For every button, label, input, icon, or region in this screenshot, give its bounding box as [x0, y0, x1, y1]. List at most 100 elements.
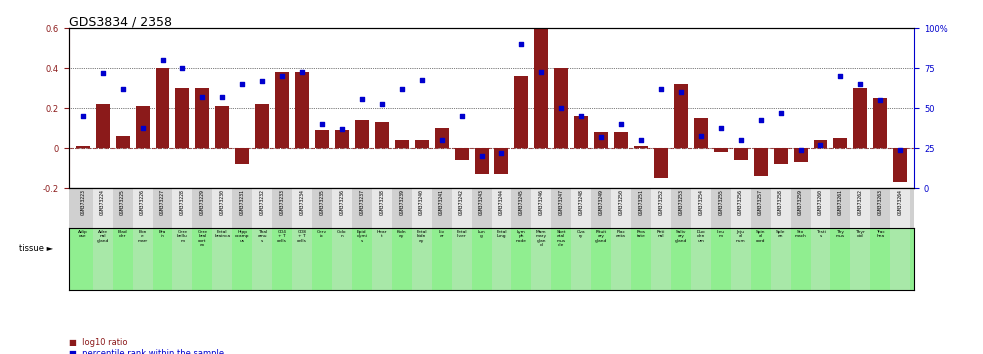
Point: [374, 101, 389, 107]
Bar: [392, 188, 412, 228]
Point: [135, 125, 150, 130]
Point: [773, 110, 788, 116]
Point: [633, 138, 649, 143]
Bar: [332, 228, 352, 290]
Bar: [315, 130, 329, 148]
Bar: [571, 228, 591, 290]
Bar: [611, 228, 631, 290]
Text: CD8
+ T
cells: CD8 + T cells: [297, 230, 307, 243]
Text: GDS3834 / 2358: GDS3834 / 2358: [69, 15, 172, 28]
Bar: [730, 188, 751, 228]
Bar: [472, 188, 492, 228]
Text: Lun
g: Lun g: [478, 230, 486, 238]
Bar: [434, 129, 448, 148]
Text: Blad
der: Blad der: [118, 230, 128, 238]
Text: Reti
nal: Reti nal: [657, 230, 665, 238]
Bar: [312, 228, 332, 290]
Point: [893, 147, 908, 153]
Bar: [372, 228, 392, 290]
Bar: [475, 148, 489, 175]
Text: GSM373245: GSM373245: [519, 189, 524, 215]
Bar: [451, 228, 472, 290]
Bar: [691, 228, 711, 290]
Text: GSM373231: GSM373231: [240, 189, 245, 215]
Point: [573, 114, 589, 119]
Bar: [634, 147, 648, 148]
Point: [294, 69, 310, 74]
Point: [733, 138, 749, 143]
Point: [753, 117, 769, 122]
Bar: [136, 106, 149, 148]
Text: GSM373247: GSM373247: [558, 189, 564, 215]
Text: Jeju
al
num: Jeju al num: [736, 230, 745, 243]
Bar: [870, 228, 891, 290]
Bar: [155, 68, 169, 148]
Text: GSM373244: GSM373244: [499, 189, 504, 215]
Bar: [232, 228, 253, 290]
Point: [693, 133, 709, 138]
Bar: [133, 188, 152, 228]
Text: Thyr
oid: Thyr oid: [855, 230, 865, 238]
Text: Kidn
ey: Kidn ey: [397, 230, 407, 238]
Text: Cere
bellu
m: Cere bellu m: [177, 230, 188, 243]
Bar: [392, 228, 412, 290]
Bar: [793, 148, 807, 162]
Bar: [355, 120, 369, 148]
Text: Thy
mus: Thy mus: [836, 230, 845, 238]
Point: [255, 78, 270, 84]
Point: [534, 69, 549, 74]
Bar: [711, 228, 730, 290]
Text: Thal
amu
s: Thal amu s: [258, 230, 267, 243]
Bar: [432, 228, 451, 290]
Text: GSM373261: GSM373261: [838, 189, 842, 215]
Bar: [152, 188, 172, 228]
Bar: [332, 188, 352, 228]
Bar: [295, 72, 309, 148]
Bar: [551, 228, 571, 290]
Text: GSM373240: GSM373240: [419, 189, 425, 215]
Text: ■  log10 ratio: ■ log10 ratio: [69, 338, 128, 347]
Bar: [574, 116, 588, 148]
Text: Liv
er: Liv er: [438, 230, 444, 238]
Bar: [831, 188, 850, 228]
Point: [553, 105, 569, 111]
Bar: [873, 98, 888, 148]
Text: GSM373257: GSM373257: [758, 189, 763, 215]
Point: [334, 126, 350, 132]
Text: Fetal
kidn
ey: Fetal kidn ey: [417, 230, 427, 243]
Bar: [714, 148, 727, 152]
Text: GSM373252: GSM373252: [659, 189, 664, 215]
Point: [214, 94, 230, 100]
Text: Testi
s: Testi s: [816, 230, 826, 238]
Bar: [554, 68, 568, 148]
Bar: [451, 188, 472, 228]
Text: GSM373238: GSM373238: [379, 189, 384, 215]
Point: [474, 154, 490, 159]
Text: GSM373227: GSM373227: [160, 189, 165, 215]
Text: Epid
dymi
s: Epid dymi s: [357, 230, 368, 243]
Bar: [253, 188, 272, 228]
Bar: [193, 188, 212, 228]
Text: Pros
tate: Pros tate: [637, 230, 646, 238]
Point: [414, 77, 430, 82]
Text: CD4
+ T
cells: CD4 + T cells: [277, 230, 287, 243]
Point: [833, 74, 848, 79]
Text: GSM373228: GSM373228: [180, 189, 185, 215]
Text: GSM373259: GSM373259: [798, 189, 803, 215]
Bar: [113, 228, 133, 290]
Bar: [95, 104, 110, 148]
Bar: [631, 228, 651, 290]
Text: GSM373260: GSM373260: [818, 189, 823, 215]
Bar: [691, 188, 711, 228]
Bar: [511, 188, 532, 228]
Text: Saliv
ary
gland: Saliv ary gland: [674, 230, 687, 243]
Bar: [631, 188, 651, 228]
Point: [434, 138, 449, 143]
Point: [513, 41, 529, 47]
Bar: [891, 228, 910, 290]
Bar: [790, 228, 811, 290]
Point: [394, 86, 410, 92]
Bar: [535, 28, 549, 148]
Bar: [730, 228, 751, 290]
Point: [673, 90, 689, 95]
